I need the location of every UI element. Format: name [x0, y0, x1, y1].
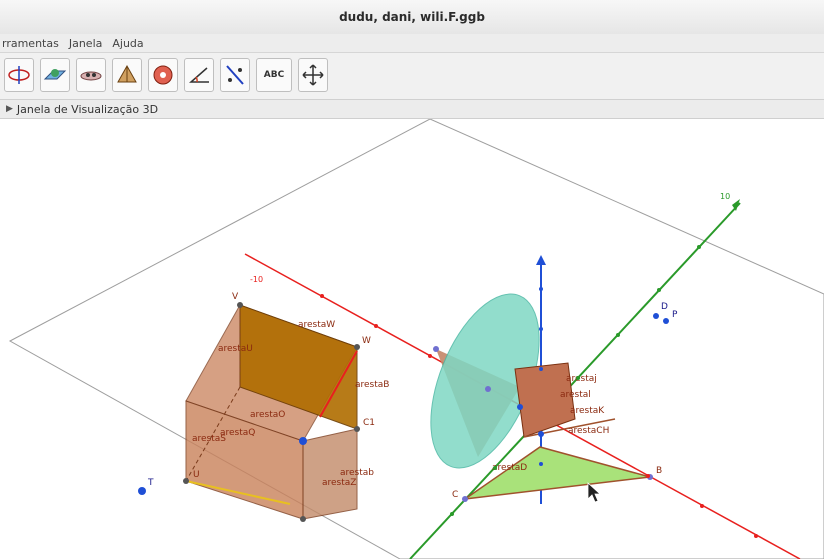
cone-center-point[interactable]: [485, 386, 491, 392]
cube-label-6: arestaS: [192, 434, 226, 444]
angle-tool[interactable]: [184, 58, 214, 92]
point-blue-3[interactable]: [538, 431, 544, 437]
window-title: dudu, dani, wili.F.ggb: [339, 10, 485, 24]
pyramid-tool-icon: [117, 64, 137, 83]
point-v-label: V: [232, 292, 239, 302]
pyramid-label-4: arestaCH: [568, 426, 609, 436]
point-c1-label: C1: [363, 418, 375, 428]
y-axis-end-label: 10: [720, 192, 730, 201]
pyramid-label-2: arestal: [560, 390, 591, 400]
point-u[interactable]: [183, 478, 189, 484]
text-tool[interactable]: ABC: [256, 58, 292, 92]
cube-label-4: arestaO: [250, 410, 285, 420]
point-c-label: C: [452, 490, 458, 500]
plane-tool-icon: [43, 69, 67, 80]
move-view-tool-icon: [302, 64, 324, 86]
point-d[interactable]: [653, 313, 659, 319]
x-axis-ticks: [320, 294, 758, 538]
cube-label-2: arestaU: [218, 344, 253, 354]
cone-apex-point[interactable]: [433, 346, 439, 352]
move-view-tool[interactable]: [298, 58, 328, 92]
cube-label-7: arestab: [340, 468, 374, 478]
pyramid-tool[interactable]: [112, 58, 142, 92]
point-w-label: W: [362, 336, 371, 346]
view-header[interactable]: ▶ Janela de Visualização 3D: [0, 100, 824, 119]
point-p[interactable]: [663, 318, 669, 324]
pyramid-label-1: arestaj: [566, 374, 597, 384]
point-t-label: T: [147, 478, 154, 488]
point-bottom[interactable]: [300, 516, 306, 522]
point-c[interactable]: [462, 496, 468, 502]
triangle-polygon[interactable]: [464, 446, 651, 500]
cube-label-1: arestaW: [298, 320, 335, 330]
sphere-tool-icon: [153, 65, 173, 85]
point-t[interactable]: [138, 487, 146, 495]
angle-tool-icon: [189, 67, 209, 83]
view-title: Janela de Visualização 3D: [16, 102, 159, 116]
z-axis-arrow-icon: [536, 255, 546, 265]
text-tool-icon: ABC: [263, 70, 285, 80]
graphics-3d-view[interactable]: 10 -10 arestaD arestaj arestal arestaK a…: [0, 119, 824, 559]
cube-label-8: arestaZ: [322, 478, 356, 488]
reflect-tool[interactable]: [220, 58, 250, 92]
menu-item-help[interactable]: Ajuda: [112, 36, 144, 50]
cube-label-3: arestaB: [355, 380, 389, 390]
cube-diagonal: [319, 350, 358, 418]
point-blue-1[interactable]: [299, 437, 307, 445]
point-d-label: D: [661, 302, 668, 312]
rotate-view-tool-icon: [8, 66, 30, 84]
x-axis-end-label: -10: [250, 275, 263, 284]
point-c1[interactable]: [354, 426, 360, 432]
menu-item-window[interactable]: Janela: [68, 36, 103, 50]
pyramid-label-3: arestaK: [570, 406, 605, 416]
xy-plane-outline: [8, 119, 824, 559]
window-title-bar: dudu, dani, wili.F.ggb: [0, 0, 824, 35]
toolbar: ABC: [0, 53, 824, 100]
y-axis-arrow-icon: [732, 199, 740, 211]
collapse-triangle-icon[interactable]: ▶: [6, 104, 13, 114]
intersect-tool[interactable]: [76, 58, 106, 92]
triangle-edge-label: arestaD: [492, 463, 527, 473]
point-u-label: U: [193, 470, 200, 480]
mouse-cursor-icon: [587, 482, 602, 503]
cube-label-5: arestaQ: [220, 428, 255, 438]
scene-3d[interactable]: 10 -10 arestaD arestaj arestal arestaK a…: [0, 119, 824, 559]
intersect-tool-icon: [80, 71, 102, 81]
sphere-tool[interactable]: [148, 58, 178, 92]
z-axis-ticks: [539, 287, 543, 466]
reflect-tool-icon: [226, 65, 244, 85]
rotate-view-tool[interactable]: [4, 58, 34, 92]
pyramid-solid[interactable]: [514, 362, 576, 438]
point-p-label: P: [672, 310, 678, 320]
menu-bar: rramentas Janela Ajuda: [0, 34, 824, 53]
cube-bottom-edge: [185, 480, 291, 505]
cube-right-face[interactable]: [302, 428, 358, 520]
point-v[interactable]: [237, 302, 243, 308]
point-w[interactable]: [354, 344, 360, 350]
plane-tool[interactable]: [40, 58, 70, 92]
menu-item-tools[interactable]: rramentas: [2, 36, 59, 50]
point-b-label: B: [656, 466, 662, 476]
y-axis-ticks: [450, 245, 701, 516]
point-blue-2[interactable]: [517, 404, 523, 410]
